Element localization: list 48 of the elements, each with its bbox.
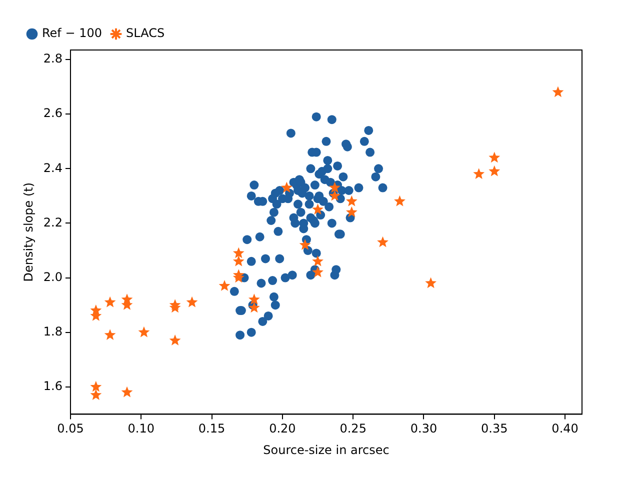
legend-label: SLACS [126,26,165,40]
x-tick-label: 0.05 [57,422,84,436]
point [186,296,198,308]
point [138,326,150,338]
legend-label: Ref − 100 [42,26,102,40]
x-tick-label: 0.20 [269,422,296,436]
point [218,280,230,291]
point [232,255,244,266]
point [104,296,116,308]
point [425,277,437,288]
y-axis-title: Density slope (t) [21,182,36,282]
point [329,190,340,201]
y-tick-label: 2.0 [43,270,62,284]
point [312,255,324,266]
point [280,182,292,193]
point [346,195,358,206]
y-tick-label: 1.8 [43,324,62,338]
y-tick-label: 2.4 [43,160,62,175]
point [169,334,181,346]
y-tick-label: 2.6 [43,106,62,120]
x-tick-label: 0.40 [552,422,578,436]
point [552,86,564,98]
point [90,389,102,400]
point [90,380,102,392]
point [377,236,388,248]
point [104,329,116,340]
point [299,239,311,250]
y-tick-label: 2.8 [43,52,62,66]
point [248,302,260,313]
point [312,204,324,214]
x-tick-label: 0.35 [481,422,508,436]
point [312,266,324,278]
point [394,195,406,206]
x-tick-label: 0.15 [198,422,226,436]
x-tick-label: 0.25 [340,422,366,436]
y-tick-label: 2.2 [43,215,62,230]
point [329,182,340,193]
point [346,206,358,218]
point [488,152,500,163]
point [248,294,260,304]
x-axis-title: Source-size in arcsec [263,442,390,457]
point [232,247,244,258]
point [473,168,485,179]
point [488,165,500,176]
point [121,386,133,398]
x-tick-label: 0.30 [410,422,438,436]
y-tick-label: 1.6 [43,379,62,394]
x-tick-label: 0.10 [128,422,154,436]
